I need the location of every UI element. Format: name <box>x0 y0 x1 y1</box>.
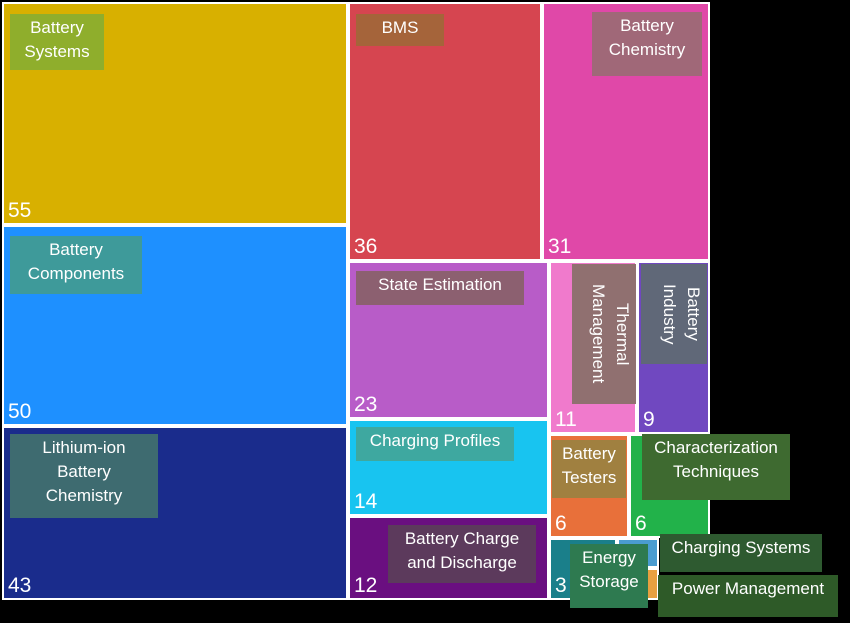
tile-value-label: 11 <box>555 408 577 431</box>
tile-category-label: Lithium-ion Battery Chemistry <box>10 434 158 518</box>
tile-category-label: Energy Storage <box>570 544 648 608</box>
tile-category-label: Battery Systems <box>10 14 104 70</box>
tile-value-label: 6 <box>555 512 567 535</box>
tile-value-label: 55 <box>8 199 32 222</box>
tile-value-label: 50 <box>8 400 32 423</box>
tile-value-label: 14 <box>354 490 378 513</box>
tile-category-label: Power Management <box>658 575 838 617</box>
tile-category-label: State Estimation <box>356 271 524 305</box>
tile-value-label: 23 <box>354 393 378 416</box>
tile-category-label: BMS <box>356 14 444 46</box>
tile-value-label: 6 <box>635 512 647 535</box>
tile-category-label: Battery Chemistry <box>592 12 702 76</box>
tile-category-label: Battery Testers <box>552 440 626 498</box>
tile-category-label: Charging Profiles <box>356 427 514 461</box>
tile-value-label: 36 <box>354 235 378 258</box>
tile-value-label: 31 <box>548 235 572 258</box>
tile-value-label: 43 <box>8 574 32 597</box>
tile-category-label: Characterization Techniques <box>642 434 790 500</box>
tile-value-label: 9 <box>643 408 655 431</box>
tile-category-label: Battery Industry <box>641 264 707 364</box>
tile-category-label: Charging Systems <box>660 534 822 572</box>
tile-category-label: Battery Components <box>10 236 142 294</box>
tile-value-label: 12 <box>354 574 378 597</box>
tile-category-label: Battery Charge and Discharge <box>388 525 536 583</box>
tile-category-label: Thermal Management <box>572 264 636 404</box>
tile-value-label: 3 <box>555 574 567 597</box>
